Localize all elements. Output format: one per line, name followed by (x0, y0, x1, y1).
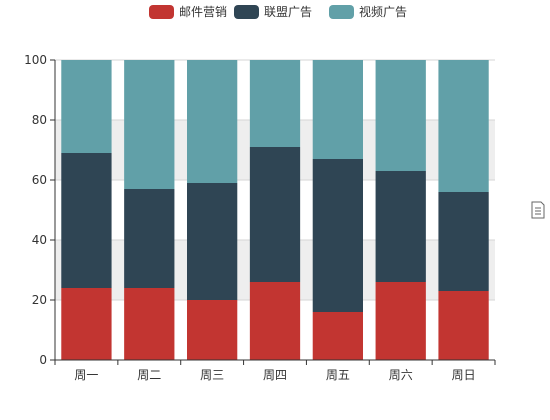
legend-swatch (234, 5, 259, 19)
x-tick-label: 周三 (200, 368, 224, 382)
legend-label: 联盟广告 (264, 5, 312, 19)
x-tick-label: 周六 (389, 368, 413, 382)
y-tick-label: 100 (24, 53, 47, 67)
bar-1-7 (438, 291, 489, 360)
bar-2-6 (375, 171, 426, 282)
legend-swatch (149, 5, 174, 19)
legend-swatch (329, 5, 354, 19)
legend-item-1[interactable]: 邮件营销 (149, 5, 227, 19)
bar-1-3 (187, 300, 238, 360)
bar-2-7 (438, 192, 489, 291)
y-tick-label: 20 (32, 293, 47, 307)
bar-3-5 (312, 60, 363, 159)
bar-3-7 (438, 60, 489, 192)
bar-1-5 (312, 312, 363, 360)
bar-3-3 (187, 60, 238, 183)
y-tick-label: 40 (32, 233, 47, 247)
bar-2-2 (124, 189, 175, 288)
legend-label: 邮件营销 (179, 5, 227, 19)
y-tick-label: 0 (39, 353, 47, 367)
bar-3-1 (61, 60, 112, 153)
legend-item-2[interactable]: 联盟广告 (234, 5, 312, 19)
axes: 0 20 40 60 80 100 周一 周二 周三 周四 周五 周六 周日 (24, 53, 496, 382)
x-tick-label: 周四 (263, 368, 287, 382)
x-tick-label: 周一 (74, 368, 98, 382)
bar-2-3 (187, 183, 238, 300)
bar-series (61, 60, 489, 360)
legend-item-3[interactable]: 视频广告 (329, 4, 407, 19)
legend[interactable]: 邮件营销 联盟广告 视频广告 (149, 4, 407, 19)
bar-2-4 (249, 147, 301, 282)
bar-1-1 (61, 288, 112, 360)
data-view-icon[interactable] (531, 201, 545, 219)
bar-3-6 (375, 60, 426, 171)
bar-2-5 (312, 159, 363, 312)
legend-label: 视频广告 (359, 4, 407, 19)
x-tick-label: 周日 (452, 368, 476, 382)
bar-2-1 (61, 153, 112, 288)
x-tick-label: 周二 (137, 368, 161, 382)
y-tick-label: 60 (32, 173, 47, 187)
x-tick-label: 周五 (326, 368, 350, 382)
bar-3-2 (124, 60, 175, 189)
bar-1-2 (124, 288, 175, 360)
bar-1-4 (249, 282, 301, 360)
bar-1-6 (375, 282, 426, 360)
bar-3-4 (249, 60, 301, 147)
y-tick-label: 80 (32, 113, 47, 127)
